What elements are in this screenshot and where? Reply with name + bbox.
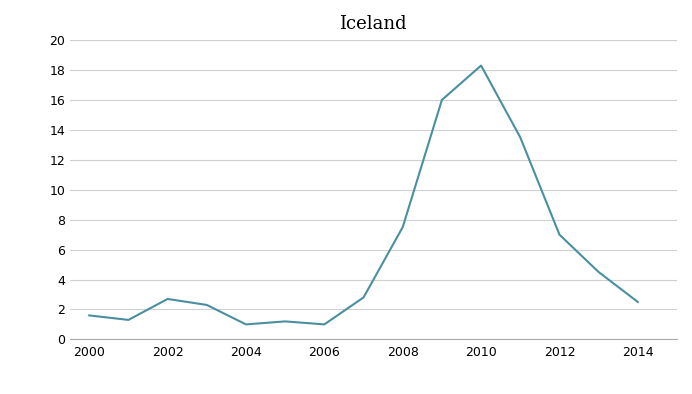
Title: Iceland: Iceland	[340, 15, 407, 33]
